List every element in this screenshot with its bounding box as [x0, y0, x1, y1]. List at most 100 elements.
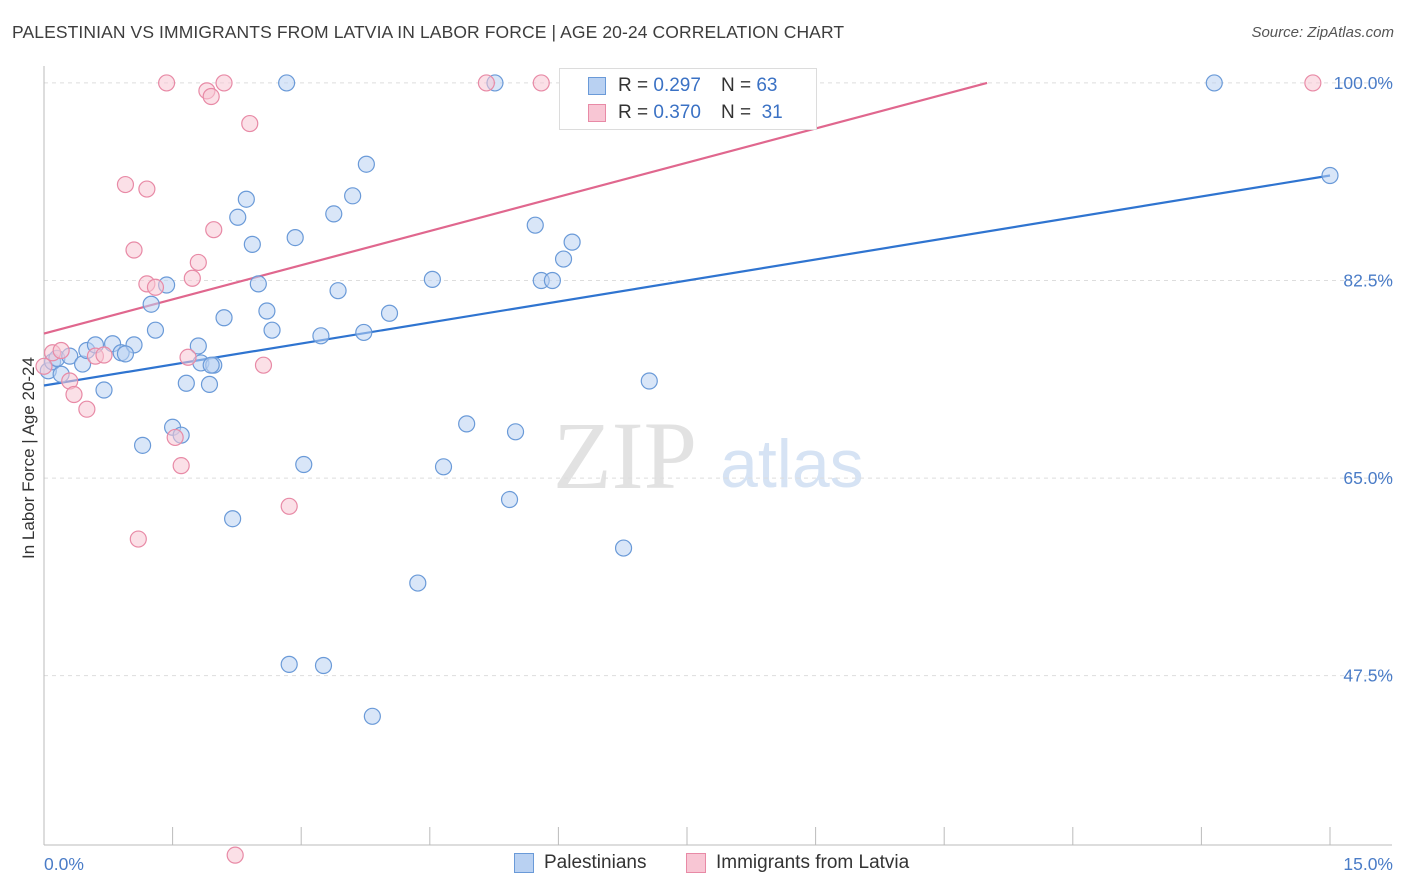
point-latvia: [78, 400, 96, 418]
point-latvia: [202, 87, 220, 106]
point-latvia: [116, 175, 135, 194]
point-palestinians: [554, 250, 573, 268]
point-latvia: [477, 74, 495, 92]
point-palestinians: [355, 323, 373, 342]
point-latvia: [1304, 74, 1322, 92]
point-palestinians: [95, 381, 113, 399]
legend-n-value: 31: [761, 102, 783, 123]
point-palestinians: [133, 436, 152, 454]
point-latvia: [241, 114, 259, 133]
point-latvia: [280, 497, 298, 515]
watermark-zip: ZIP: [553, 402, 697, 509]
point-palestinians: [344, 187, 362, 205]
point-latvia: [95, 346, 113, 364]
point-latvia: [179, 348, 197, 366]
point-latvia: [215, 74, 233, 92]
legend-row-palestinians: R = 0.297 N = 63: [560, 73, 777, 99]
legend-label: Palestinians: [544, 852, 647, 873]
point-latvia: [189, 253, 207, 272]
point-palestinians: [1321, 166, 1339, 185]
legend-label: Immigrants from Latvia: [716, 852, 910, 873]
point-palestinians: [1205, 74, 1223, 92]
point-palestinians: [215, 309, 233, 327]
point-palestinians: [280, 655, 298, 673]
point-palestinians: [325, 205, 343, 223]
point-palestinians: [640, 372, 658, 390]
point-palestinians: [329, 282, 347, 300]
x-tick-label: 0.0%: [44, 854, 84, 874]
point-latvia: [125, 241, 143, 259]
legend-swatch-blue: [514, 853, 534, 873]
point-latvia: [532, 74, 550, 92]
point-palestinians: [314, 656, 333, 675]
point-palestinians: [202, 356, 220, 374]
series-legend: Palestinians Immigrants from Latvia: [0, 852, 1406, 878]
point-palestinians: [200, 375, 219, 393]
x-tick-label: 15.0%: [1343, 854, 1393, 874]
point-palestinians: [357, 155, 375, 173]
y-tick-label: 100.0%: [1334, 73, 1393, 93]
point-palestinians: [258, 302, 276, 320]
point-palestinians: [312, 327, 330, 345]
point-palestinians: [409, 574, 427, 592]
point-latvia: [254, 356, 273, 374]
point-latvia: [129, 530, 147, 548]
y-axis-label: In Labor Force | Age 20-24: [19, 357, 38, 559]
point-latvia: [52, 341, 70, 360]
legend-n-value: 63: [756, 75, 778, 96]
trend-lines: [43, 81, 1331, 387]
point-palestinians: [177, 374, 195, 392]
y-tick-labels: 47.5% 65.0% 82.5% 100.0%: [1334, 73, 1393, 686]
legend-n-label: N =: [720, 75, 752, 96]
gridlines: [44, 82, 1392, 677]
point-palestinians: [237, 190, 255, 208]
point-latvia: [205, 221, 223, 239]
legend-r-value: 0.297: [653, 75, 701, 96]
point-palestinians: [563, 233, 581, 251]
point-latvia: [157, 74, 176, 92]
point-palestinians: [614, 539, 633, 557]
point-latvia: [172, 457, 190, 475]
stats-legend: R = 0.297 N = 63 R = 0.370 N = 31: [559, 68, 817, 130]
point-latvia: [183, 269, 201, 287]
point-palestinians: [224, 510, 242, 528]
legend-item-palestinians[interactable]: Palestinians: [514, 852, 646, 874]
point-latvia: [146, 278, 165, 296]
point-palestinians: [526, 216, 544, 234]
source-credit: Source: ZipAtlas.com: [1251, 24, 1394, 41]
legend-row-latvia: R = 0.370 N = 31: [560, 100, 783, 126]
legend-r-label: R =: [618, 75, 649, 96]
trend-line-latvia: [43, 81, 988, 335]
axes: [43, 66, 1392, 846]
y-tick-label: 82.5%: [1343, 271, 1393, 291]
point-palestinians: [423, 270, 441, 288]
point-palestinians: [458, 415, 476, 433]
watermark-atlas: atlas: [720, 426, 864, 502]
point-palestinians: [249, 275, 267, 293]
data-points: [35, 74, 1339, 864]
point-palestinians: [189, 337, 207, 355]
trend-line-palestinians: [43, 174, 1331, 387]
legend-swatch-pink: [686, 853, 706, 873]
point-latvia: [138, 180, 156, 198]
x-tick-labels: 0.0% 15.0%: [44, 854, 1393, 874]
point-palestinians: [380, 304, 399, 322]
point-palestinians: [243, 235, 261, 253]
point-latvia: [166, 428, 184, 447]
point-palestinians: [363, 707, 381, 725]
chart-title: PALESTINIAN VS IMMIGRANTS FROM LATVIA IN…: [12, 22, 845, 42]
legend-r-label: R =: [618, 102, 649, 123]
legend-swatch-blue: [588, 77, 606, 95]
legend-n-label: N =: [720, 102, 752, 123]
point-latvia: [35, 357, 53, 375]
y-tick-label: 65.0%: [1343, 468, 1393, 488]
legend-r-value: 0.370: [653, 102, 701, 123]
point-palestinians: [286, 229, 304, 247]
legend-item-latvia[interactable]: Immigrants from Latvia: [686, 852, 909, 874]
point-palestinians: [229, 208, 247, 226]
point-palestinians: [146, 321, 165, 339]
point-palestinians: [434, 458, 453, 476]
point-latvia: [226, 846, 244, 864]
point-palestinians: [543, 271, 561, 290]
